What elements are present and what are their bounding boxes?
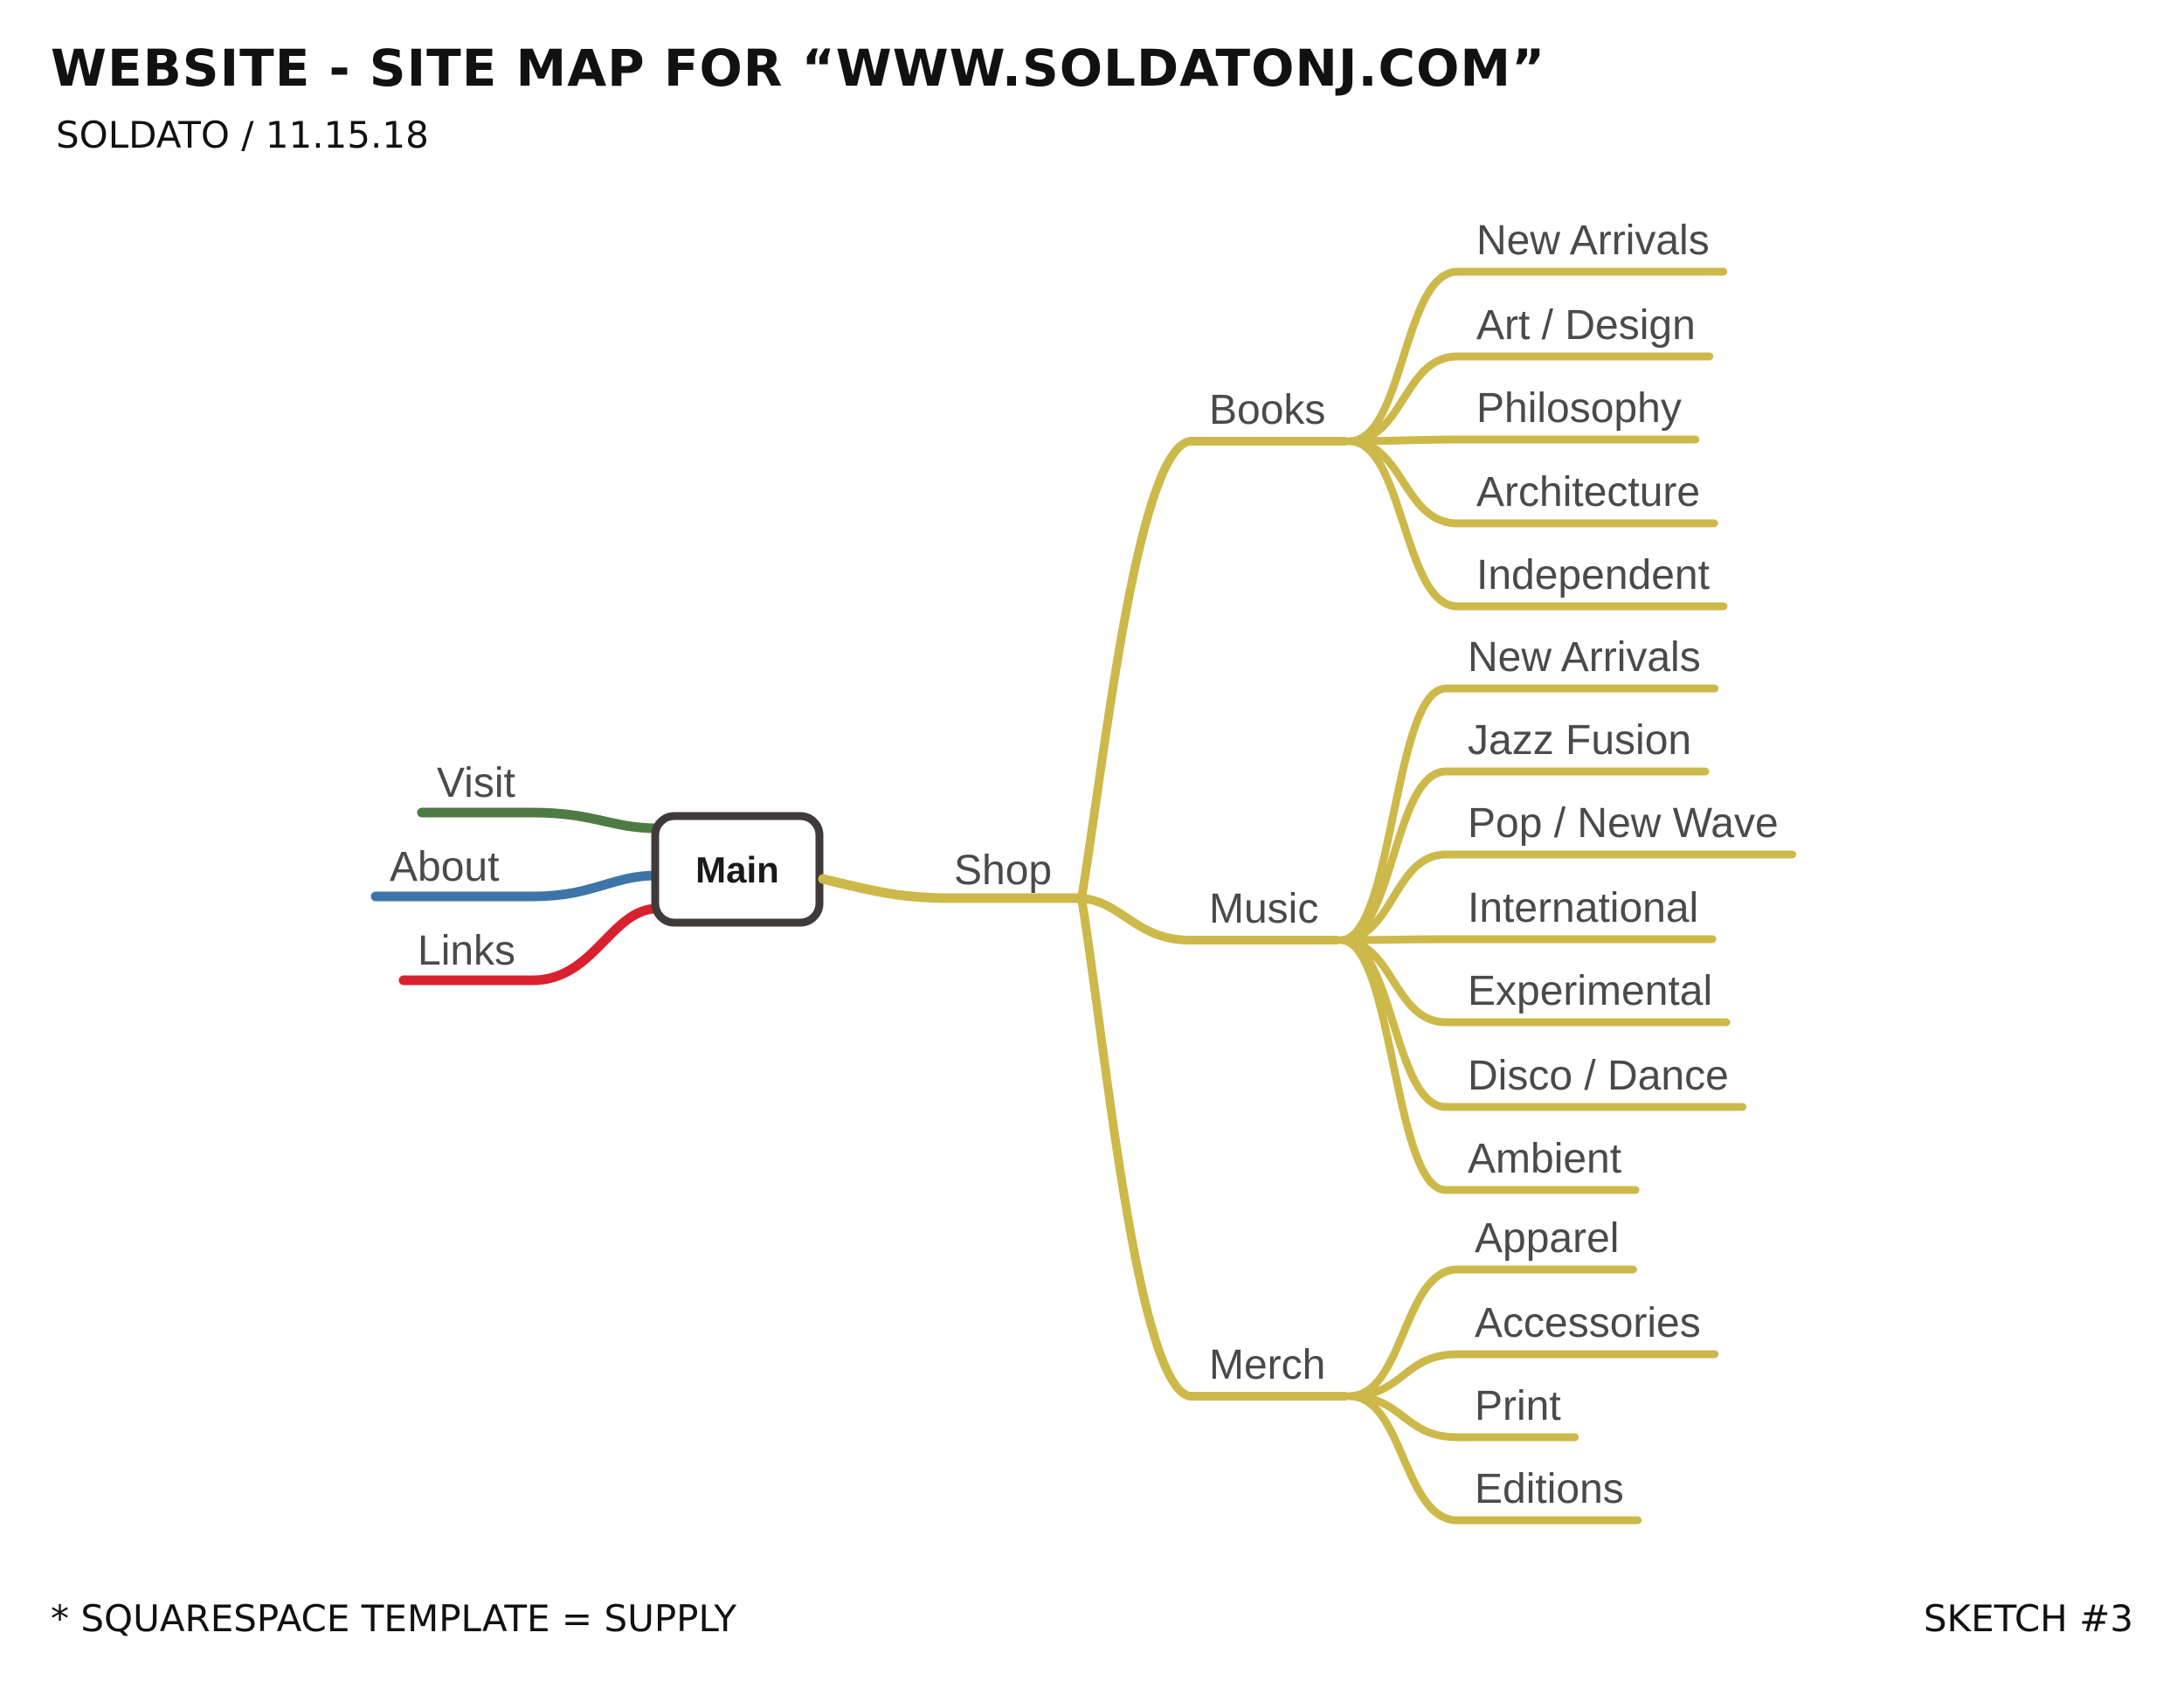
branch-merch-editions (1345, 1392, 1642, 1525)
node-books-independent: Independent (1476, 552, 1710, 598)
branch-books-independent (1345, 437, 1728, 611)
page-title: WEBSITE - SITE MAP FOR “WWW.SOLDATONJ.CO… (51, 38, 1546, 98)
node-music-international: International (1468, 885, 1698, 931)
branch-shop (818, 874, 1087, 903)
node-about: About (390, 844, 499, 890)
branch-books (1077, 437, 1350, 903)
node-music-disco-dance: Disco / Dance (1468, 1053, 1729, 1099)
node-shop: Shop (954, 847, 1052, 894)
node-visit: Visit (437, 760, 515, 806)
branch-music-ambient (1337, 936, 1640, 1194)
node-books: Books (1209, 387, 1325, 433)
main-node-label: Main (695, 849, 779, 890)
node-books-new-arrivals: New Arrivals (1476, 218, 1710, 264)
node-merch-apparel: Apparel (1475, 1215, 1619, 1262)
branch-music (1077, 894, 1341, 944)
node-merch-accessories: Accessories (1475, 1300, 1701, 1346)
page-subtitle: SOLDATO / 11.15.18 (56, 114, 429, 156)
branch-links (398, 903, 662, 986)
sketch-number: SKETCH #3 (1923, 1597, 2133, 1640)
main-node-box (651, 812, 824, 927)
node-music: Music (1209, 886, 1318, 932)
node-music-experimental: Experimental (1468, 968, 1712, 1014)
branch-music-international (1337, 935, 1717, 944)
branch-about (370, 870, 662, 902)
branch-music-pop-new-wave (1337, 850, 1797, 944)
node-music-pop-new-wave: Pop / New Wave (1468, 800, 1779, 847)
footer-note: * SQUARESPACE TEMPLATE = SUPPLY (51, 1597, 736, 1640)
node-merch: Merch (1209, 1342, 1325, 1388)
branch-books-philosophy (1345, 435, 1700, 446)
branch-visit (417, 807, 662, 834)
branch-music-jazz-fusion (1337, 767, 1710, 944)
branch-books-new-arrivals (1345, 267, 1728, 446)
node-music-new-arrivals: New Arrivals (1468, 634, 1701, 681)
branch-books-art-design (1345, 352, 1714, 446)
node-books-art-design: Art / Design (1476, 302, 1696, 349)
node-music-jazz-fusion: Jazz Fusion (1468, 717, 1691, 764)
node-merch-print: Print (1475, 1383, 1561, 1429)
node-links: Links (418, 928, 515, 974)
node-books-architecture: Architecture (1476, 469, 1700, 515)
branch-merch-apparel (1345, 1265, 1637, 1401)
node-merch-editions: Editions (1475, 1466, 1624, 1512)
node-books-philosophy: Philosophy (1476, 385, 1682, 432)
node-music-ambient: Ambient (1468, 1136, 1621, 1182)
branch-merch (1077, 894, 1350, 1401)
